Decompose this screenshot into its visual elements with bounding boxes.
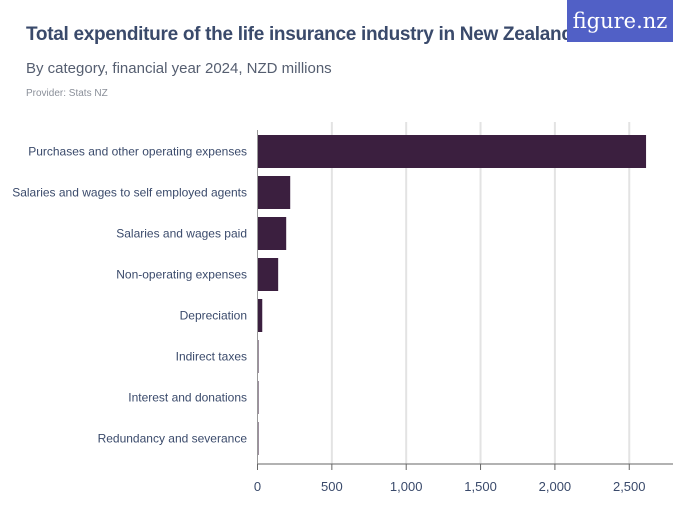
bar (257, 299, 263, 332)
x-tick-label: 1,500 (464, 479, 497, 494)
x-tick-label: 1,000 (390, 479, 423, 494)
category-label: Purchases and other operating expenses (28, 145, 247, 159)
x-tick-label: 2,500 (613, 479, 646, 494)
chart-title: Total expenditure of the life insurance … (26, 24, 573, 45)
x-tick-label: 0 (254, 479, 261, 494)
bar (257, 217, 287, 250)
x-tick-label: 2,000 (539, 479, 572, 494)
x-tick-label: 500 (321, 479, 343, 494)
category-label: Salaries and wages to self employed agen… (12, 186, 247, 200)
category-label: Salaries and wages paid (116, 227, 247, 241)
figure-nz-logo[interactable]: figure.nz (567, 0, 673, 42)
chart-subtitle: By category, financial year 2024, NZD mi… (26, 60, 332, 77)
category-label: Non-operating expenses (116, 268, 247, 282)
category-label: Indirect taxes (176, 350, 247, 364)
bar (257, 176, 291, 209)
bar (257, 258, 279, 291)
category-label: Interest and donations (128, 391, 247, 405)
category-label: Depreciation (180, 309, 247, 323)
provider-note: Provider: Stats NZ (26, 88, 108, 99)
bar (257, 135, 647, 168)
category-label: Redundancy and severance (98, 432, 248, 446)
